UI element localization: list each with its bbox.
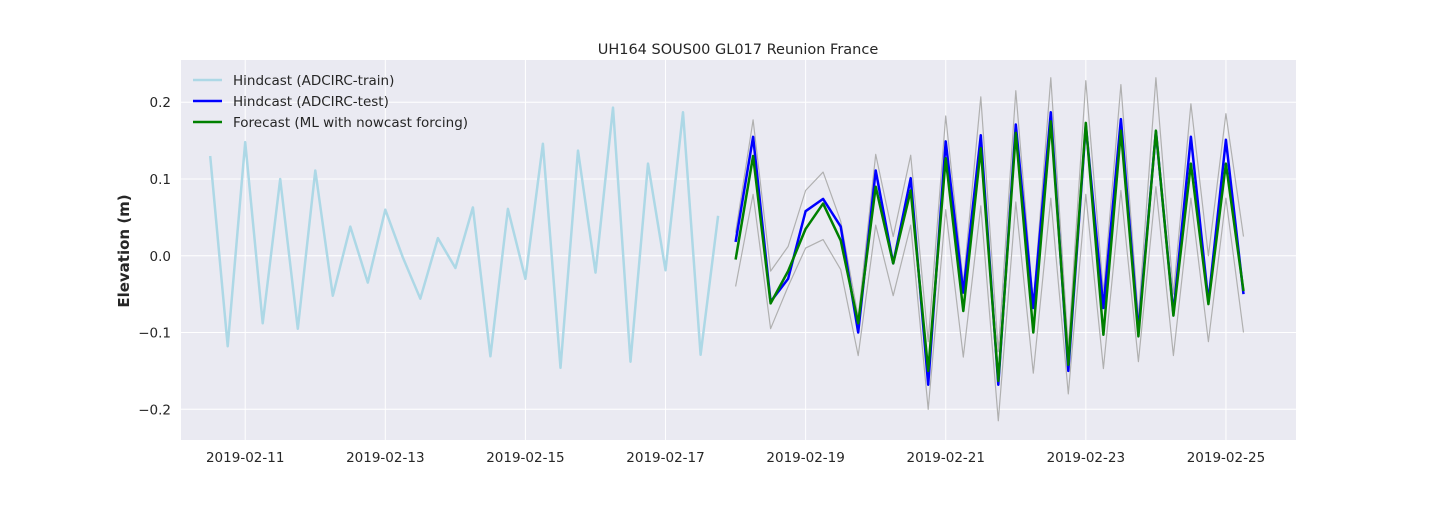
x-tick-label: 2019-02-23 (1047, 450, 1125, 466)
legend: Hindcast (ADCIRC-train) Hindcast (ADCIRC-… (193, 73, 468, 131)
y-tick-label: 0.2 (150, 95, 171, 111)
series-line-0 (208, 106, 720, 370)
legend-label: Hindcast (ADCIRC-train) (233, 73, 394, 89)
series-line-4 (734, 120, 1245, 383)
x-tick-label: 2019-02-25 (1187, 450, 1265, 466)
y-tick-label: −0.1 (138, 326, 171, 342)
series-line-1 (735, 77, 1245, 353)
y-axis-label: Elevation (m) (115, 194, 133, 307)
y-tick-labels: 0.2 0.1 0.0 −0.1 −0.2 (138, 95, 171, 418)
x-tick-label: 2019-02-19 (766, 450, 844, 466)
y-tick-label: −0.2 (138, 402, 171, 418)
x-tick-label: 2019-02-13 (346, 450, 424, 466)
x-tick-labels: 2019-02-11 2019-02-13 2019-02-15 2019-02-17… (206, 450, 1265, 466)
x-tick-label: 2019-02-17 (626, 450, 704, 466)
x-tick-label: 2019-02-15 (486, 450, 564, 466)
x-tick-label: 2019-02-11 (206, 450, 284, 466)
y-tick-label: 0.1 (150, 172, 171, 188)
series-line-2 (735, 186, 1245, 422)
series-lines (208, 77, 1245, 422)
y-tick-label: 0.0 (150, 249, 171, 265)
x-tick-label: 2019-02-21 (907, 450, 985, 466)
chart-title: UH164 SOUS00 GL017 Reunion France (598, 42, 879, 58)
legend-label: Forecast (ML with nowcast forcing) (233, 115, 468, 131)
legend-label: Hindcast (ADCIRC-test) (233, 94, 389, 110)
